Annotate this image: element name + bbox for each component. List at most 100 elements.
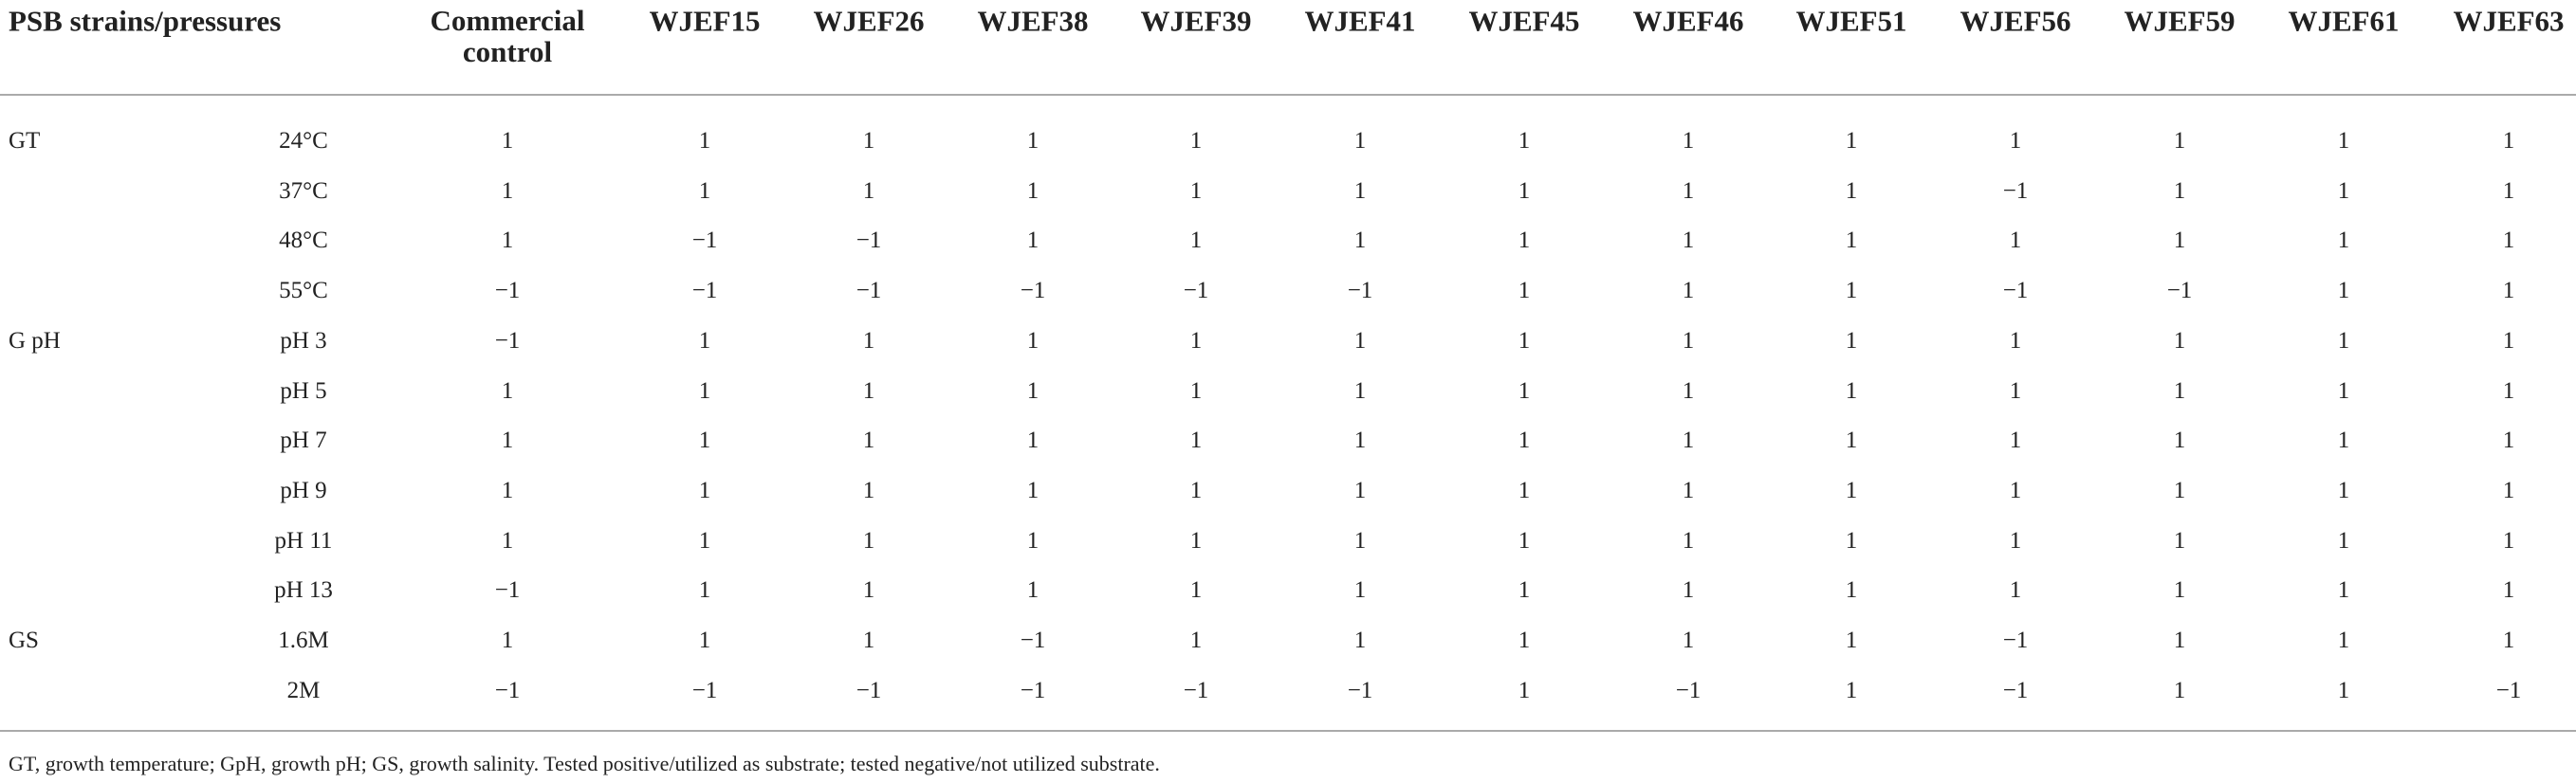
table-cell: −1: [2002, 278, 2029, 304]
table-cell: 1: [2009, 128, 2022, 154]
table-cell: 1: [1518, 577, 1531, 604]
table-cell: 1: [1026, 128, 1040, 154]
table-cell: 1: [698, 527, 711, 554]
column-header: Commercial control: [430, 4, 585, 68]
table-cell: 1: [2173, 327, 2186, 354]
column-header: WJEF45: [1468, 4, 1580, 38]
table-cell: −1: [2166, 278, 2193, 304]
table-cell: 1: [2337, 477, 2350, 503]
table-cell: 1: [2502, 327, 2515, 354]
table-cell: 1: [2502, 527, 2515, 554]
table-cell: 1: [1682, 527, 1695, 554]
table-cell: 1: [1353, 428, 1367, 454]
table-cell: −1: [494, 577, 521, 604]
table-cell: 1: [1845, 177, 1858, 204]
table-cell: 1: [1845, 128, 1858, 154]
table-cell: 1: [2173, 577, 2186, 604]
table-cell: 1: [1189, 377, 1203, 404]
table-cell: 1: [862, 177, 875, 204]
table-cell: −1: [2002, 177, 2029, 204]
table-cell: 1: [1026, 577, 1040, 604]
table-cell: 1: [862, 128, 875, 154]
table-cell: 1: [1682, 577, 1695, 604]
table-cell: 1: [2009, 428, 2022, 454]
table-cell: 1: [1518, 677, 1531, 703]
table-cell: −1: [2002, 628, 2029, 653]
table-cell: 1: [1189, 477, 1203, 503]
table-cell: 1: [1353, 177, 1367, 204]
table-cell: −1: [691, 278, 718, 304]
table-cell: 1: [2009, 327, 2022, 354]
condition-label: pH 5: [280, 377, 327, 404]
table-cell: 1: [1026, 377, 1040, 404]
column-header: PSB strains/pressures: [9, 4, 282, 38]
condition-label: pH 9: [280, 477, 327, 503]
table-cell: 1: [1189, 428, 1203, 454]
table-cell: 1: [2502, 177, 2515, 204]
table-cell: −1: [494, 278, 521, 304]
table-cell: 1: [1518, 527, 1531, 554]
table-cell: 1: [1682, 228, 1695, 254]
table-cell: 1: [698, 327, 711, 354]
table-cell: 1: [1026, 228, 1040, 254]
table-cell: 1: [1353, 577, 1367, 604]
table-cell: 1: [1682, 278, 1695, 304]
table-cell: 1: [1845, 527, 1858, 554]
table-cell: 1: [862, 428, 875, 454]
table-cell: 1: [698, 428, 711, 454]
table-cell: 1: [2173, 228, 2186, 254]
table-cell: −1: [494, 327, 521, 354]
table-cell: 1: [2502, 477, 2515, 503]
table-cell: 1: [698, 128, 711, 154]
table-cell: 1: [1026, 177, 1040, 204]
table-cell: 1: [2337, 278, 2350, 304]
table-cell: 1: [2173, 477, 2186, 503]
table-cell: −1: [2002, 677, 2029, 703]
table-cell: 1: [2337, 327, 2350, 354]
table-cell: 1: [2337, 577, 2350, 604]
table-cell: 1: [2009, 527, 2022, 554]
table-cell: 1: [2337, 228, 2350, 254]
table-cell: 1: [698, 477, 711, 503]
table-cell: 1: [2502, 228, 2515, 254]
header-rule: [0, 94, 2576, 96]
table-cell: 1: [2009, 577, 2022, 604]
table-cell: 1: [2502, 377, 2515, 404]
table-cell: 1: [1518, 377, 1531, 404]
table-cell: 1: [2502, 278, 2515, 304]
table-cell: 1: [1845, 628, 1858, 653]
table-cell: 1: [1189, 527, 1203, 554]
column-header: WJEF59: [2124, 4, 2236, 38]
table-cell: 1: [2337, 628, 2350, 653]
table-cell: 1: [1845, 577, 1858, 604]
table-cell: 1: [2337, 377, 2350, 404]
table-cell: 1: [1353, 128, 1367, 154]
condition-label: 2M: [286, 677, 321, 703]
table-cell: 1: [1518, 428, 1531, 454]
column-header: WJEF63: [2453, 4, 2565, 38]
table-cell: −1: [856, 228, 882, 254]
table-cell: −1: [856, 677, 882, 703]
table-cell: −1: [1020, 677, 1046, 703]
table-cell: −1: [2495, 677, 2522, 703]
table-cell: 1: [2173, 377, 2186, 404]
table-cell: 1: [2502, 428, 2515, 454]
table-cell: 1: [1682, 628, 1695, 653]
table-cell: 1: [2009, 377, 2022, 404]
table-cell: 1: [1026, 527, 1040, 554]
condition-label: 55°C: [279, 278, 328, 304]
table-cell: 1: [698, 377, 711, 404]
table-cell: 1: [698, 577, 711, 604]
condition-label: 24°C: [279, 128, 328, 154]
column-header: WJEF61: [2288, 4, 2400, 38]
table-cell: 1: [1353, 377, 1367, 404]
table-cell: 1: [2337, 677, 2350, 703]
condition-label: pH 13: [274, 577, 333, 604]
table-cell: 1: [698, 628, 711, 653]
table-cell: 1: [2173, 677, 2186, 703]
footnote: GT, growth temperature; GpH, growth pH; …: [9, 752, 1160, 775]
table-cell: −1: [1183, 278, 1209, 304]
table-cell: 1: [2337, 128, 2350, 154]
table-cell: 1: [501, 628, 514, 653]
column-header: WJEF26: [813, 4, 925, 38]
